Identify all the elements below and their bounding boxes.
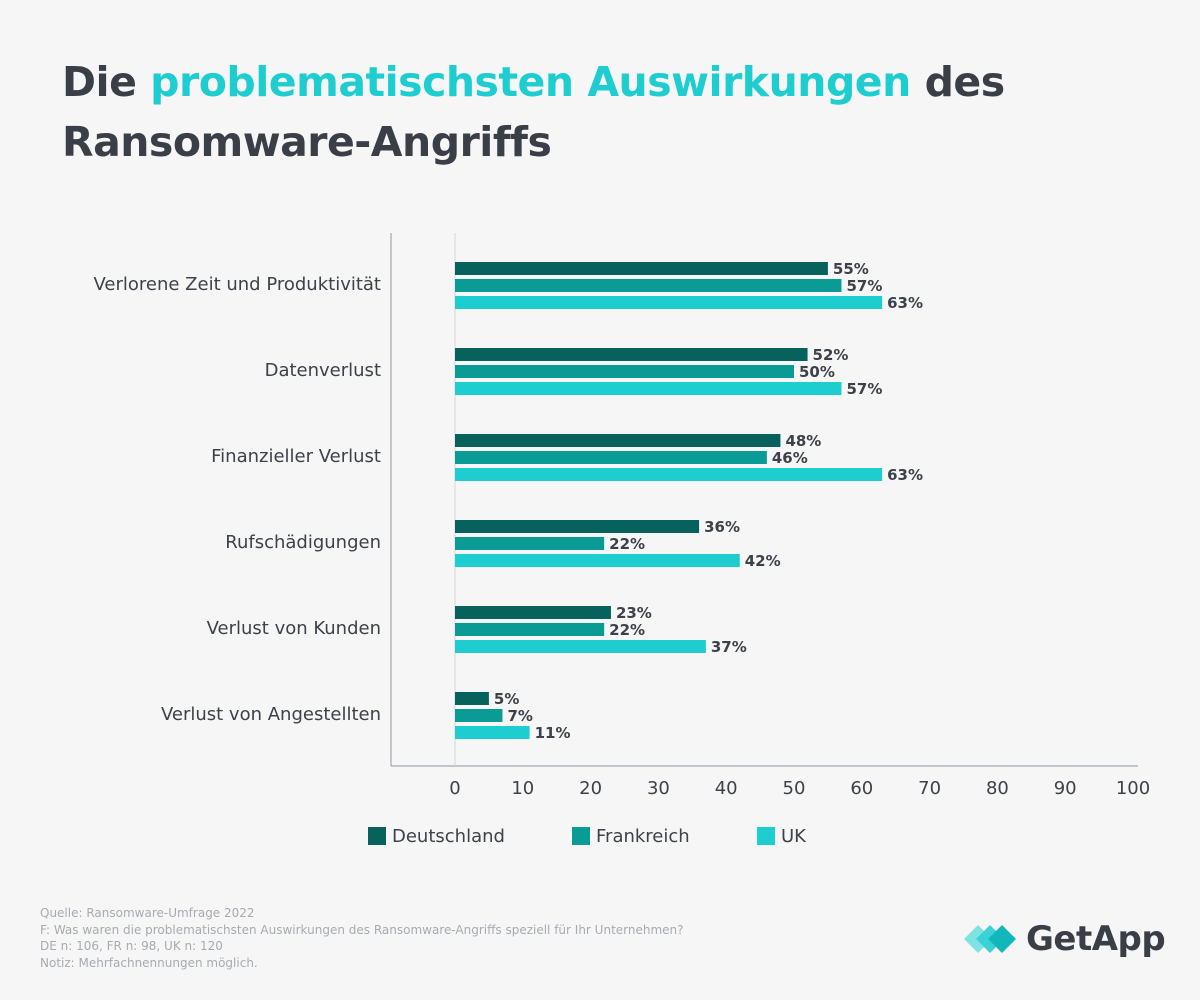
value-label: 63% [887, 294, 923, 312]
value-label: 42% [745, 552, 781, 570]
value-label: 5% [494, 690, 519, 708]
category-label: Datenverlust [265, 360, 381, 381]
legend-label: Deutschland [392, 826, 505, 847]
value-label: 46% [772, 449, 808, 467]
bar-uk [455, 554, 740, 567]
bar-uk [455, 726, 530, 739]
value-label: 37% [711, 638, 747, 656]
value-label: 22% [609, 621, 645, 639]
bar-frankreich [455, 623, 605, 636]
category-label: Rufschädigungen [225, 532, 381, 553]
x-tick-label: 10 [511, 778, 534, 799]
category-label: Finanzieller Verlust [211, 446, 381, 467]
bar-frankreich [455, 279, 842, 292]
value-label: 11% [535, 724, 571, 742]
bar-uk [455, 382, 842, 395]
bar-frankreich [455, 451, 767, 464]
footer-source: Quelle: Ransomware-Umfrage 2022 [40, 906, 255, 920]
legend-swatch [572, 827, 590, 845]
bar-frankreich [455, 365, 794, 378]
value-label: 55% [833, 260, 869, 278]
footer-question: F: Was waren die problematischsten Auswi… [40, 922, 684, 937]
x-tick-label: 70 [918, 778, 941, 799]
bar-chart: Verlorene Zeit und Produktivität55%57%63… [93, 233, 1150, 847]
value-label: 22% [609, 535, 645, 553]
category-label: Verlorene Zeit und Produktivität [93, 274, 381, 295]
logo-text: GetApp [1026, 919, 1166, 959]
bar-frankreich [455, 537, 605, 550]
footer-sample: DE n: 106, FR n: 98, UK n: 120 [40, 939, 223, 953]
bar-uk [455, 640, 706, 653]
x-tick-label: 90 [1054, 778, 1077, 799]
value-label: 52% [813, 346, 849, 364]
x-tick-label: 80 [986, 778, 1009, 799]
bar-deutschland [455, 348, 808, 361]
value-label: 57% [846, 277, 882, 295]
legend-swatch [368, 827, 386, 845]
title-part1: Die [62, 58, 151, 106]
bar-deutschland [455, 606, 611, 619]
value-label: 50% [799, 363, 835, 381]
bar-uk [455, 296, 883, 309]
title-highlight: problematischsten Auswirkungen [150, 58, 911, 106]
legend-swatch [757, 827, 775, 845]
legend-label: UK [781, 826, 807, 847]
value-label: 7% [507, 707, 532, 725]
x-tick-label: 50 [783, 778, 806, 799]
getapp-logo-icon [964, 925, 1016, 953]
x-tick-label: 60 [850, 778, 873, 799]
x-tick-label: 40 [715, 778, 738, 799]
footer-note: Notiz: Mehrfachnennungen möglich. [40, 955, 258, 970]
value-label: 36% [704, 518, 740, 536]
category-label: Verlust von Kunden [207, 618, 381, 639]
category-label: Verlust von Angestellten [161, 704, 381, 725]
getapp-logo: GetApp [962, 916, 1166, 962]
footer-notes: Quelle: Ransomware-Umfrage 2022 F: Was w… [40, 905, 684, 971]
x-tick-label: 100 [1116, 778, 1150, 799]
bar-deutschland [455, 520, 700, 533]
bar-deutschland [455, 262, 828, 275]
legend-label: Frankreich [596, 826, 690, 847]
x-tick-label: 0 [449, 778, 460, 799]
value-label: 57% [846, 380, 882, 398]
x-tick-label: 20 [579, 778, 602, 799]
bar-deutschland [455, 434, 781, 447]
x-tick-label: 30 [647, 778, 670, 799]
value-label: 63% [887, 466, 923, 484]
title-part2: des Ransomware-Angriffs [62, 58, 1005, 166]
bar-frankreich [455, 709, 503, 722]
value-label: 48% [785, 432, 821, 450]
chart-title: Die problematischsten Auswirkungen des R… [62, 52, 1142, 172]
value-label: 23% [616, 604, 652, 622]
bar-uk [455, 468, 883, 481]
bar-deutschland [455, 692, 489, 705]
